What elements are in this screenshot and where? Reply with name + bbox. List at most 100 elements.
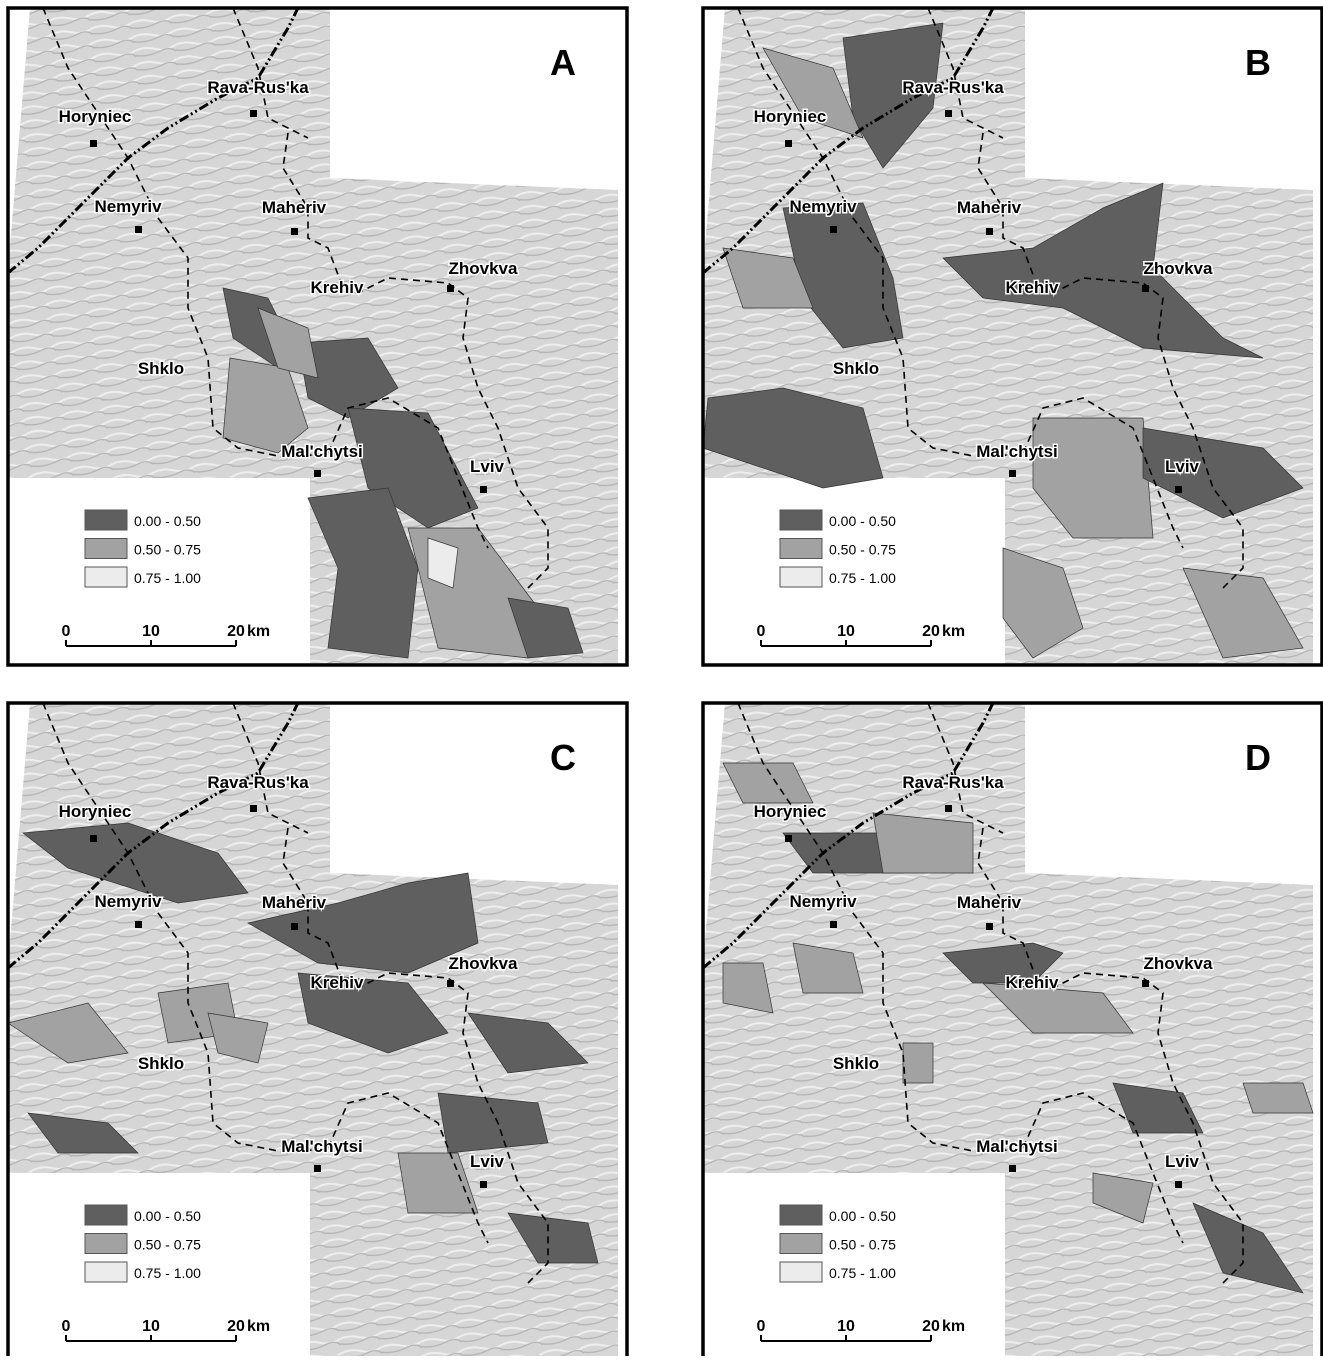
scale-unit: km xyxy=(942,1318,965,1335)
place-name: Mal'chytsi xyxy=(976,442,1058,461)
legend-swatch xyxy=(85,1205,127,1225)
scale-tick-label: 20 xyxy=(227,1318,245,1335)
map-area: Rava-Rus'ka Horyniec Nemyriv Maheriv Zhovkva… xyxy=(703,8,1322,665)
place-name: Lviv xyxy=(470,1152,505,1171)
panel-label: D xyxy=(1245,737,1271,778)
place-marker xyxy=(785,140,792,147)
place-name: Nemyriv xyxy=(94,197,162,216)
place-marker xyxy=(986,923,993,930)
place-name: Mal'chytsi xyxy=(281,1137,363,1156)
legend-swatch xyxy=(85,539,127,559)
place-name: Zhovkva xyxy=(1144,954,1214,973)
scale-tick-label: 10 xyxy=(837,1318,855,1335)
legend-label: 0.75 - 1.00 xyxy=(134,570,201,586)
scale-tick-label: 0 xyxy=(62,623,71,640)
scale-unit: km xyxy=(247,1318,270,1335)
place-marker xyxy=(1175,1181,1182,1188)
legend-label: 0.50 - 0.75 xyxy=(829,542,896,558)
place-marker xyxy=(1009,470,1016,477)
legend-label: 0.00 - 0.50 xyxy=(829,513,896,529)
legend-label: 0.00 - 0.50 xyxy=(134,513,201,529)
place-name: Krehiv xyxy=(311,973,364,992)
place-name: Maheriv xyxy=(262,893,327,912)
place-name: Maheriv xyxy=(957,198,1022,217)
place-marker xyxy=(1142,980,1149,987)
place-name: Shklo xyxy=(138,359,184,378)
map-area: Rava-Rus'ka Horyniec Nemyriv Maheriv Zhovkva… xyxy=(8,8,627,665)
panel-label: B xyxy=(1245,42,1271,83)
place-name: Horyniec xyxy=(59,107,132,126)
map-figure: Rava-Rus'ka Horyniec Nemyriv Maheriv Zhovkva… xyxy=(0,0,1323,1356)
place-name: Zhovkva xyxy=(1144,259,1214,278)
place-marker xyxy=(314,470,321,477)
legend-swatch xyxy=(85,1262,127,1282)
place-marker xyxy=(447,285,454,292)
legend-label: 0.75 - 1.00 xyxy=(134,1265,201,1281)
legend-label: 0.75 - 1.00 xyxy=(829,1265,896,1281)
place-marker xyxy=(480,486,487,493)
place-marker xyxy=(1142,285,1149,292)
place-name: Rava-Rus'ka xyxy=(207,78,309,97)
scale-tick-label: 20 xyxy=(922,623,940,640)
zone xyxy=(873,813,973,873)
place-name: Mal'chytsi xyxy=(281,442,363,461)
legend-label: 0.75 - 1.00 xyxy=(829,570,896,586)
place-marker xyxy=(250,805,257,812)
legend-swatch xyxy=(85,1234,127,1254)
scale-tick-label: 10 xyxy=(142,1318,160,1335)
place-name: Lviv xyxy=(470,457,505,476)
legend-swatch xyxy=(780,1234,822,1254)
place-marker xyxy=(1175,486,1182,493)
place-name: Shklo xyxy=(833,359,879,378)
legend-label: 0.50 - 0.75 xyxy=(134,1237,201,1253)
place-name: Zhovkva xyxy=(449,259,519,278)
legend-swatch xyxy=(85,567,127,587)
scale-tick-label: 10 xyxy=(837,623,855,640)
place-name: Lviv xyxy=(1165,457,1200,476)
place-name: Rava-Rus'ka xyxy=(902,78,1004,97)
scale-tick-label: 0 xyxy=(757,1318,766,1335)
place-name: Maheriv xyxy=(262,198,327,217)
scale-unit: km xyxy=(247,623,270,640)
place-marker xyxy=(291,228,298,235)
place-marker xyxy=(830,921,837,928)
panel-label: A xyxy=(550,42,576,83)
place-name: Horyniec xyxy=(754,107,827,126)
scale-unit: km xyxy=(942,623,965,640)
place-name: Zhovkva xyxy=(449,954,519,973)
place-name: Krehiv xyxy=(311,278,364,297)
place-marker xyxy=(480,1181,487,1188)
place-name: Mal'chytsi xyxy=(976,1137,1058,1156)
map-panel: Rava-Rus'kaHoryniecNemyrivMaherivZhovkva… xyxy=(703,703,1322,1356)
place-name: Lviv xyxy=(1165,1152,1200,1171)
place-name: Nemyriv xyxy=(789,892,857,911)
map-panel: Rava-Rus'ka Horyniec Nemyriv Maheriv Zhovkva… xyxy=(703,8,1322,665)
scale-tick-label: 0 xyxy=(62,1318,71,1335)
place-marker xyxy=(135,226,142,233)
place-marker xyxy=(945,110,952,117)
place-marker xyxy=(830,226,837,233)
zone xyxy=(1243,1083,1313,1113)
scale-tick-label: 10 xyxy=(142,623,160,640)
map-panel: Rava-Rus'ka Horyniec Nemyriv Maheriv Zhovkva… xyxy=(8,8,627,665)
place-marker xyxy=(314,1165,321,1172)
zone xyxy=(438,1093,548,1153)
place-marker xyxy=(986,228,993,235)
place-name: Rava-Rus'ka xyxy=(207,773,309,792)
legend-label: 0.00 - 0.50 xyxy=(829,1208,896,1224)
place-name: Nemyriv xyxy=(789,197,857,216)
legend-swatch xyxy=(780,1205,822,1225)
legend-label: 0.00 - 0.50 xyxy=(134,1208,201,1224)
legend-swatch xyxy=(85,510,127,530)
place-name: Krehiv xyxy=(1006,278,1059,297)
place-marker xyxy=(945,805,952,812)
legend-label: 0.50 - 0.75 xyxy=(829,1237,896,1253)
legend-swatch xyxy=(780,1262,822,1282)
scale-tick-label: 0 xyxy=(757,623,766,640)
scale-tick-label: 20 xyxy=(922,1318,940,1335)
place-marker xyxy=(90,140,97,147)
place-name: Nemyriv xyxy=(94,892,162,911)
